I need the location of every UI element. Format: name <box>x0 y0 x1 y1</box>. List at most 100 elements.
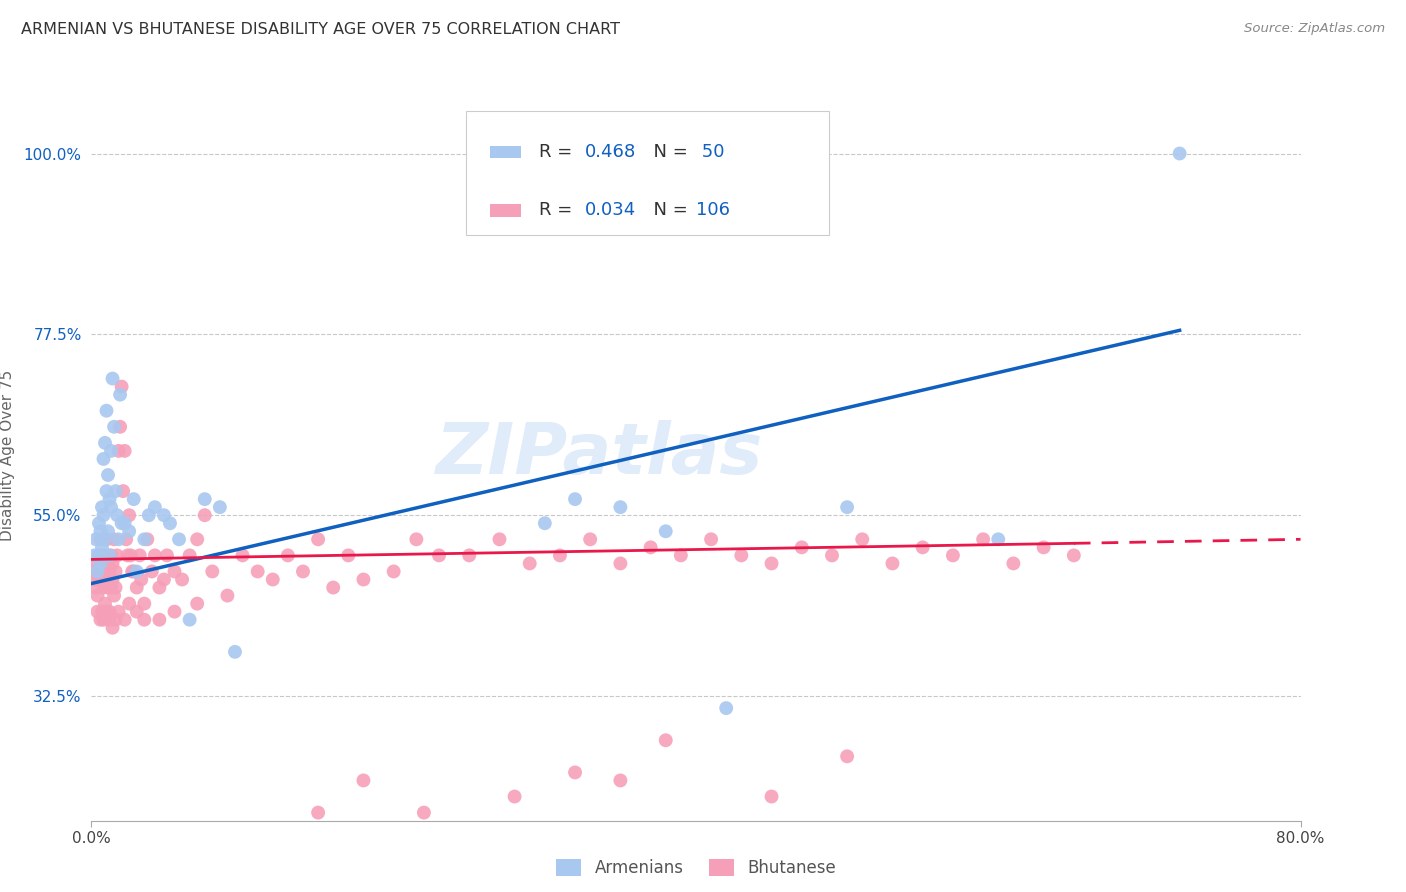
Point <box>488 533 510 547</box>
Point <box>163 605 186 619</box>
Point <box>153 508 176 523</box>
Point <box>103 419 125 434</box>
Point <box>114 443 136 458</box>
Text: R =: R = <box>538 143 578 161</box>
Point <box>246 565 269 579</box>
Point <box>101 621 124 635</box>
Point <box>89 533 111 547</box>
Point <box>87 549 110 563</box>
Point <box>159 516 181 531</box>
Point <box>96 403 118 417</box>
Point <box>104 484 127 499</box>
Point <box>761 557 783 571</box>
Point <box>382 565 405 579</box>
Point <box>117 549 139 563</box>
Point <box>609 500 631 515</box>
Point <box>138 508 160 523</box>
Point <box>1032 541 1054 555</box>
Point <box>277 549 299 563</box>
Text: 50: 50 <box>696 143 724 161</box>
Point <box>94 597 117 611</box>
Text: ZIPatlas: ZIPatlas <box>436 420 763 490</box>
Point <box>91 541 114 555</box>
Text: 0.468: 0.468 <box>585 143 636 161</box>
Point <box>83 573 105 587</box>
Point <box>108 419 131 434</box>
Point <box>148 613 170 627</box>
Point <box>87 549 110 563</box>
Point <box>217 589 239 603</box>
Point <box>405 533 427 547</box>
Point <box>122 565 145 579</box>
Point <box>87 516 110 531</box>
Point <box>352 573 374 587</box>
Point <box>172 573 194 587</box>
Point <box>91 605 114 619</box>
Point <box>89 524 111 539</box>
Point <box>96 484 118 499</box>
Point <box>548 549 571 563</box>
Text: N =: N = <box>641 202 693 219</box>
Legend: Armenians, Bhutanese: Armenians, Bhutanese <box>548 851 844 886</box>
Point <box>98 613 121 627</box>
Point <box>104 613 127 627</box>
Text: ARMENIAN VS BHUTANESE DISABILITY AGE OVER 75 CORRELATION CHART: ARMENIAN VS BHUTANESE DISABILITY AGE OVE… <box>21 22 620 37</box>
Point <box>91 500 114 515</box>
Point <box>821 549 844 563</box>
Point <box>111 516 132 531</box>
Point <box>98 605 121 619</box>
Point <box>201 565 224 579</box>
Point <box>107 605 129 619</box>
Point <box>125 565 148 579</box>
Point <box>98 492 121 507</box>
Point <box>1168 146 1191 161</box>
Point <box>262 573 284 587</box>
Point <box>307 805 329 820</box>
Point <box>609 557 631 571</box>
Point <box>179 613 201 627</box>
Point <box>1002 557 1025 571</box>
Point <box>167 533 190 547</box>
Point <box>101 573 124 587</box>
Point <box>790 541 813 555</box>
Point <box>134 613 156 627</box>
FancyBboxPatch shape <box>491 145 520 159</box>
Point <box>87 573 110 587</box>
Point <box>104 565 127 579</box>
Point <box>118 508 141 523</box>
Point <box>987 533 1010 547</box>
Point <box>851 533 873 547</box>
Point <box>96 533 118 547</box>
Point <box>96 605 118 619</box>
Point <box>835 749 858 764</box>
Point <box>91 573 114 587</box>
Point <box>89 613 111 627</box>
Point <box>163 565 186 579</box>
Text: 0.034: 0.034 <box>585 202 636 219</box>
Point <box>100 443 122 458</box>
Point <box>100 549 122 563</box>
Point <box>153 573 176 587</box>
Point <box>134 533 156 547</box>
Point <box>579 533 602 547</box>
Point <box>307 533 329 547</box>
Point <box>105 549 128 563</box>
Point <box>105 508 128 523</box>
Point <box>186 533 208 547</box>
Point <box>125 581 148 595</box>
Point <box>112 484 135 499</box>
Text: Source: ZipAtlas.com: Source: ZipAtlas.com <box>1244 22 1385 36</box>
Point <box>103 533 125 547</box>
Point <box>89 557 111 571</box>
Point <box>194 508 217 523</box>
Point <box>93 508 115 523</box>
Point <box>93 549 115 563</box>
Point <box>114 613 136 627</box>
Text: R =: R = <box>538 202 578 219</box>
Point <box>640 541 662 555</box>
Point <box>835 500 858 515</box>
Point <box>292 565 315 579</box>
Point <box>97 581 120 595</box>
Point <box>224 645 246 659</box>
Point <box>533 516 555 531</box>
